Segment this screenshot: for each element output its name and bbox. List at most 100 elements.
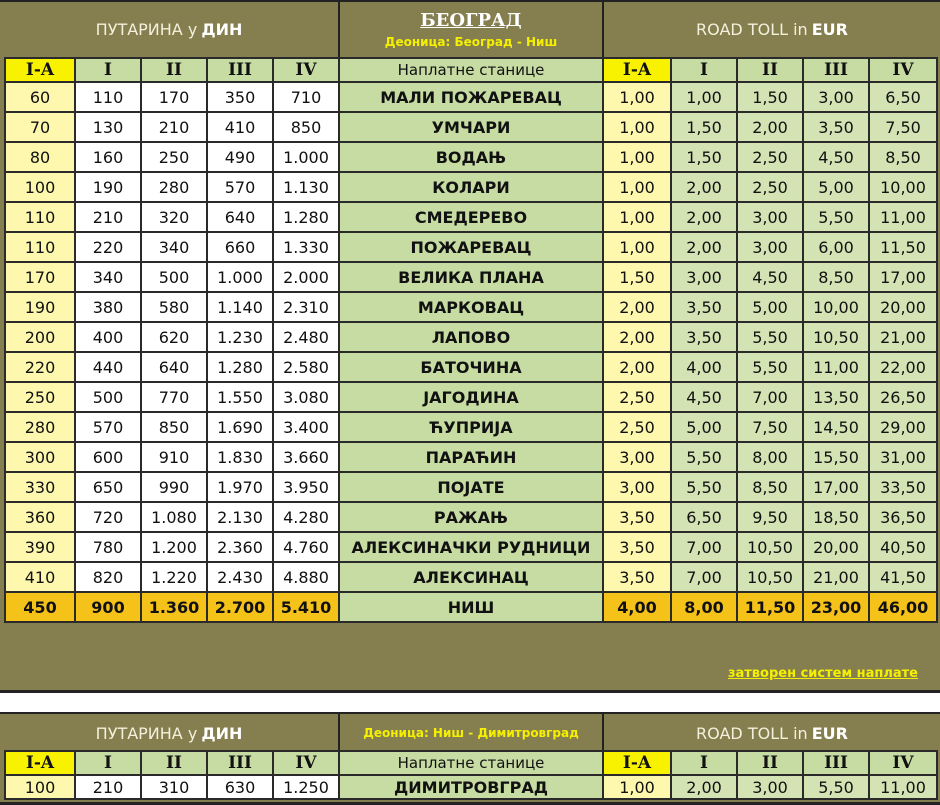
eur-price-cell: 3,50 [670,291,738,323]
table-row: 70 130 210 410 850 УМЧАРИ 1,00 1,50 2,00 3,50 7,50 [4,111,938,143]
eur-price-cell: 3,00 [736,231,804,263]
eur-price-cell: 10,50 [736,561,804,593]
eur-price-cell: 3,50 [602,501,672,533]
eur-price-cell: 2,00 [670,774,738,800]
din-price-cell: 70 [4,111,76,143]
eur-header: ROAD TOLL in EUR [604,714,940,752]
divider [602,2,604,57]
din-price-cell: 570 [206,171,274,203]
table-row: 300 600 910 1.830 3.660 ПАРАЋИН 3,00 5,50 8,00 15… [4,441,938,473]
din-price-cell: 630 [206,774,274,800]
eur-price-cell: 31,00 [868,441,938,473]
din-price-cell: 710 [272,81,340,113]
eur-price-cell: 3,00 [736,201,804,233]
eur-price-cell: 2,50 [736,171,804,203]
eur-header: ROAD TOLL in EUR [604,2,940,57]
divider [602,714,604,752]
class-header-eur: I-A [602,750,672,776]
station-name: СМЕДЕРЕВО [338,201,604,233]
din-price-cell: 1.250 [272,774,340,800]
station-name: ДИМИТРОВГРАД [338,774,604,800]
eur-price-cell: 41,50 [868,561,938,593]
table-row: 390 780 1.200 2.360 4.760 АЛЕКСИНАЧКИ РУДНИЦИ… [4,531,938,563]
eur-price-cell: 7,00 [670,561,738,593]
din-price-cell: 250 [4,381,76,413]
eur-price-cell: 46,00 [868,591,938,623]
din-price-cell: 110 [74,81,142,113]
station-name: АЛЕКСИНАЧКИ РУДНИЦИ [338,531,604,563]
din-price-cell: 900 [74,591,142,623]
eur-price-cell: 17,00 [802,471,870,503]
din-price-cell: 1.280 [272,201,340,233]
din-price-cell: 580 [140,291,208,323]
eur-price-cell: 2,00 [736,111,804,143]
din-price-cell: 310 [140,774,208,800]
eur-price-cell: 3,50 [670,321,738,353]
din-price-cell: 380 [74,291,142,323]
station-name: МАЛИ ПОЖАРЕВАЦ [338,81,604,113]
table-row: 110 220 340 660 1.330 ПОЖАРЕВАЦ 1,00 2,00 3,00 6,… [4,231,938,263]
class-header-eur: II [736,750,804,776]
din-header: ПУТАРИНА у ДИН [0,714,338,752]
class-header-din: I-A [4,750,76,776]
section-title: Деоница: Ниш - Димитровград [363,726,579,740]
eur-price-cell: 3,00 [736,774,804,800]
table-row: 220 440 640 1.280 2.580 БАТОЧИНА 2,00 4,00 5,50 1… [4,351,938,383]
eur-price-cell: 4,00 [670,351,738,383]
eur-price-cell: 1,00 [602,774,672,800]
eur-price-cell: 5,00 [736,291,804,323]
class-header-eur: I-A [602,57,672,83]
din-price-cell: 80 [4,141,76,173]
stations-header: Наплатне станице [338,750,604,776]
eur-price-cell: 13,50 [802,381,870,413]
city-title: БЕОГРАД [420,10,522,31]
closed-system-link[interactable]: затворен систем наплате [727,666,918,681]
table-row: 190 380 580 1.140 2.310 МАРКОВАЦ 2,00 3,50 5,00 1… [4,291,938,323]
din-price-cell: 1.280 [206,351,274,383]
din-price-cell: 450 [4,591,76,623]
eur-price-cell: 22,00 [868,351,938,383]
din-price-cell: 170 [4,261,76,293]
eur-title: ROAD TOLL in [696,723,808,743]
eur-price-cell: 36,50 [868,501,938,533]
eur-price-cell: 8,00 [670,591,738,623]
din-price-cell: 110 [4,201,76,233]
table-row: 100 210 310 630 1.250 ДИМИТРОВГРАД 1,00 2,00 3,0… [4,774,938,800]
din-price-cell: 720 [74,501,142,533]
din-price-cell: 780 [74,531,142,563]
din-price-cell: 2.700 [206,591,274,623]
eur-price-cell: 2,00 [670,171,738,203]
eur-price-cell: 2,00 [670,231,738,263]
eur-price-cell: 4,50 [736,261,804,293]
din-title: ПУТАРИНА у [95,723,198,743]
station-name: ВЕЛИКА ПЛАНА [338,261,604,293]
din-price-cell: 2.310 [272,291,340,323]
station-name: ПОЖАРЕВАЦ [338,231,604,263]
din-price-cell: 850 [140,411,208,443]
station-name: УМЧАРИ [338,111,604,143]
table-row: 100 190 280 570 1.130 КОЛАРИ 1,00 2,00 2,50 5,00 1… [4,171,938,203]
din-price-cell: 1.140 [206,291,274,323]
eur-price-cell: 6,50 [670,501,738,533]
din-price-cell: 170 [140,81,208,113]
eur-price-cell: 3,50 [802,111,870,143]
eur-price-cell: 2,50 [602,381,672,413]
eur-price-cell: 1,00 [602,141,672,173]
din-price-cell: 410 [4,561,76,593]
din-price-cell: 1.000 [272,141,340,173]
eur-price-cell: 4,50 [670,381,738,413]
eur-price-cell: 8,50 [736,471,804,503]
din-price-cell: 3.400 [272,411,340,443]
eur-price-cell: 29,00 [868,411,938,443]
eur-price-cell: 4,50 [802,141,870,173]
din-price-cell: 340 [140,231,208,263]
eur-price-cell: 3,00 [602,441,672,473]
eur-price-cell: 20,00 [868,291,938,323]
eur-price-cell: 8,50 [802,261,870,293]
eur-price-cell: 5,50 [802,774,870,800]
din-price-cell: 5.410 [272,591,340,623]
din-price-cell: 390 [4,531,76,563]
eur-price-cell: 20,00 [802,531,870,563]
din-title: ПУТАРИНА у [95,20,198,39]
eur-price-cell: 21,00 [868,321,938,353]
